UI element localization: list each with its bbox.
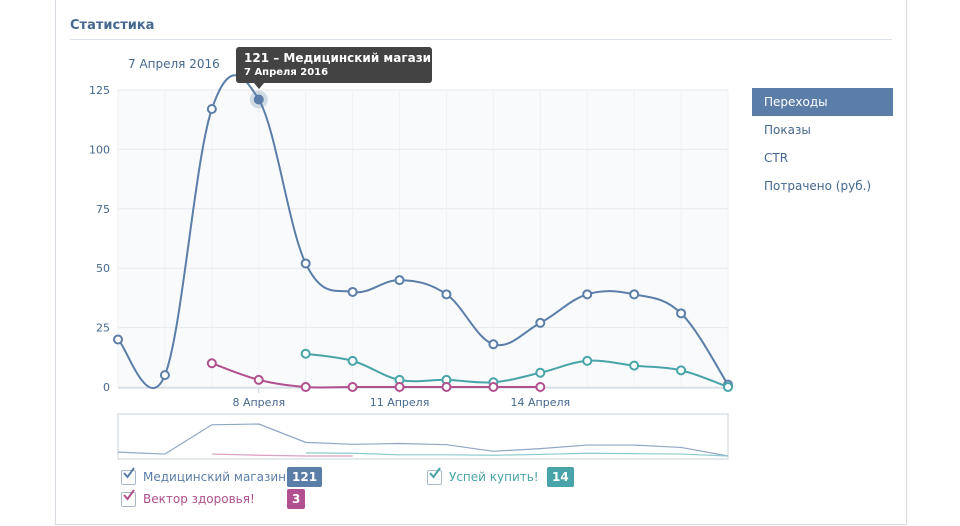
tooltip-value: 121 – Медицинский магазин: [244, 51, 440, 65]
data-point: [113, 334, 123, 345]
tooltip-date: 7 Апреля 2016: [244, 67, 329, 78]
page-title: Статистика: [70, 18, 155, 33]
series-line: [117, 74, 729, 389]
overview-series-line: [117, 423, 729, 457]
y-tick-label: 100: [89, 143, 110, 156]
plot-area: [118, 90, 728, 387]
x-tick-label: 14 Апреля: [511, 396, 571, 409]
stats-panel: [55, 0, 907, 525]
checkbox-medical-shop[interactable]: [121, 466, 136, 485]
tab-clicks[interactable]: Переходы: [752, 88, 893, 116]
data-point: [253, 94, 264, 105]
data-point: [300, 382, 311, 392]
data-point: [488, 382, 499, 392]
checkbox-hurry-buy[interactable]: [427, 466, 442, 485]
data-point: [723, 382, 733, 392]
overview-series-line: [305, 452, 729, 457]
checkbox-health-vector[interactable]: [121, 488, 136, 507]
data-point: [394, 382, 405, 392]
data-point: [629, 289, 640, 300]
data-point: [535, 382, 546, 392]
legend-value-badge: 3: [287, 489, 306, 509]
x-tick-label: 11 Апреля: [370, 396, 430, 409]
legend-item-medical-shop[interactable]: Медицинский магазин: [121, 466, 286, 487]
y-tick-label: 75: [96, 203, 110, 216]
tooltip-arrow: [254, 83, 264, 89]
check-icon: [123, 466, 135, 479]
data-point: [629, 360, 640, 371]
check-icon: [429, 466, 441, 479]
tab-spent[interactable]: Потрачено (руб.): [764, 179, 872, 193]
data-point: [582, 289, 593, 300]
data-point: [582, 355, 593, 366]
data-point: [300, 348, 311, 359]
data-point: [159, 370, 170, 381]
tab-ctr[interactable]: CTR: [764, 151, 789, 165]
data-point: [253, 374, 264, 385]
data-point: [488, 339, 499, 350]
data-point: [347, 355, 358, 366]
data-point: [347, 382, 358, 392]
legend-label: Успей купить!: [449, 470, 539, 484]
y-tick-label: 25: [96, 322, 110, 335]
series-line: [305, 352, 729, 388]
data-point: [206, 358, 217, 369]
legend-label: Вектор здоровья!: [143, 492, 255, 506]
data-point: [394, 275, 405, 286]
overview-strip: [117, 413, 729, 460]
x-tick-label: 8 Апреля: [232, 396, 285, 409]
data-point: [206, 104, 217, 115]
tab-impressions[interactable]: Показы: [764, 123, 811, 137]
data-point: [535, 367, 546, 378]
current-date-label: 7 Апреля 2016: [128, 57, 220, 71]
legend-value-badge: 14: [547, 467, 574, 487]
data-point: [347, 286, 358, 297]
legend-label: Медицинский магазин: [143, 470, 286, 484]
data-point: [441, 289, 452, 300]
data-point: [300, 258, 311, 269]
y-tick-label: 0: [103, 381, 110, 394]
data-point: [676, 308, 687, 319]
overview-series-line: [211, 453, 353, 457]
metric-tabs: Переходы Показы CTR Потрачено (руб.): [752, 88, 893, 200]
data-point: [535, 317, 546, 328]
chart-tooltip: 121 – Медицинский магазин 7 Апреля 2016: [236, 47, 439, 89]
data-point: [676, 365, 687, 376]
check-icon: [123, 488, 135, 501]
y-tick-label: 50: [96, 262, 110, 275]
legend-item-hurry-buy[interactable]: Успей купить!: [427, 466, 539, 487]
legend-value-badge: 121: [287, 467, 323, 487]
data-point: [441, 382, 452, 392]
legend-item-health-vector[interactable]: Вектор здоровья!: [121, 488, 255, 509]
y-tick-label: 125: [89, 84, 110, 97]
title-divider: [70, 39, 892, 40]
